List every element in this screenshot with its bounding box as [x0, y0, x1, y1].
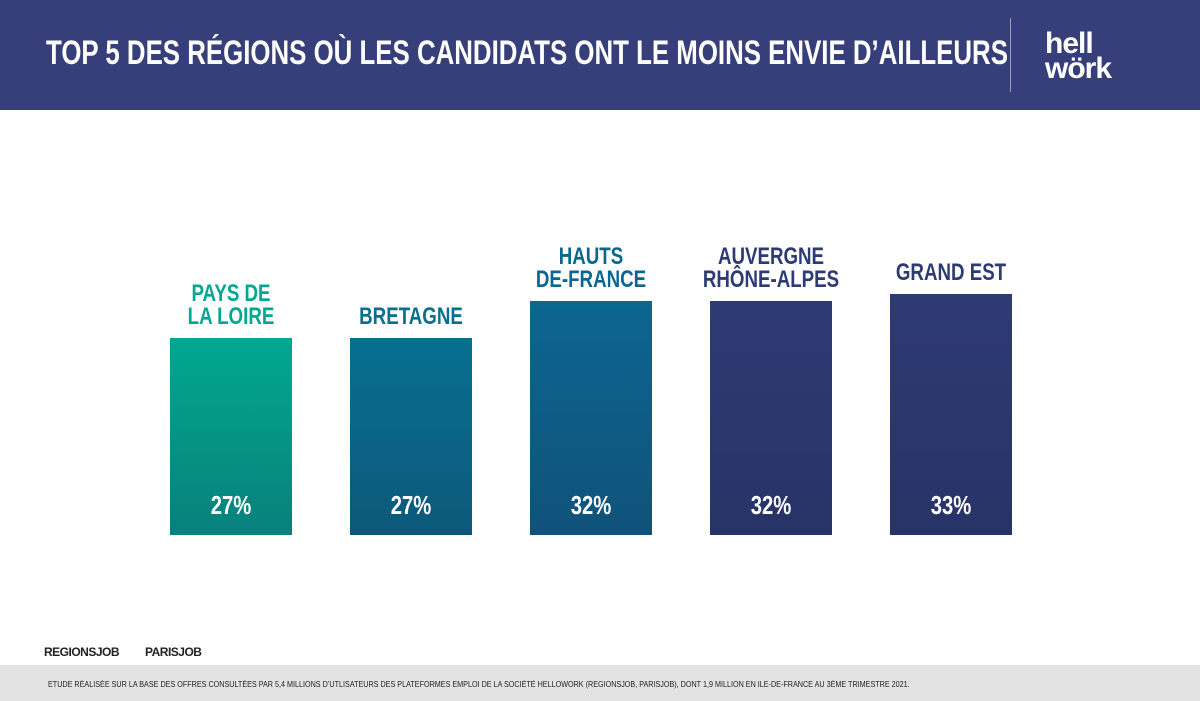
footnote-band: ETUDE RÉALISÉE SUR LA BASE DES OFFRES CO…: [0, 665, 1200, 701]
logo-line: hell: [1045, 27, 1094, 60]
bar: [170, 337, 292, 535]
value-label: 33%: [930, 490, 972, 520]
separator: [1010, 18, 1011, 92]
value-label: 32%: [750, 490, 792, 520]
bar: [350, 337, 472, 535]
bar: [710, 301, 832, 535]
category-label: BRETAGNE: [359, 302, 463, 330]
footer-logo: REGIONSJOB: [44, 645, 120, 659]
title: TOP 5 DES RÉGIONS OÙ LES CANDIDATS ONT L…: [46, 34, 1008, 72]
header: TOP 5 DES RÉGIONS OÙ LES CANDIDATS ONT L…: [0, 0, 1200, 110]
value-label: 32%: [570, 490, 612, 520]
category-label: AUVERGNE RHÔNE-ALPES: [702, 243, 840, 294]
footer-logo: PARISJOB: [145, 645, 202, 659]
footnote: ETUDE RÉALISÉE SUR LA BASE DES OFFRES CO…: [48, 680, 910, 689]
value-label: 27%: [210, 490, 252, 520]
logo-line: wörk: [1045, 52, 1112, 85]
category-label: PAYS DE LA LOIRE: [187, 279, 275, 330]
category-label: HAUTS DE-FRANCE: [535, 243, 647, 294]
value-label: 27%: [390, 490, 432, 520]
category-label: GRAND EST: [895, 259, 1007, 287]
bar: [890, 294, 1012, 535]
bar: [530, 301, 652, 535]
